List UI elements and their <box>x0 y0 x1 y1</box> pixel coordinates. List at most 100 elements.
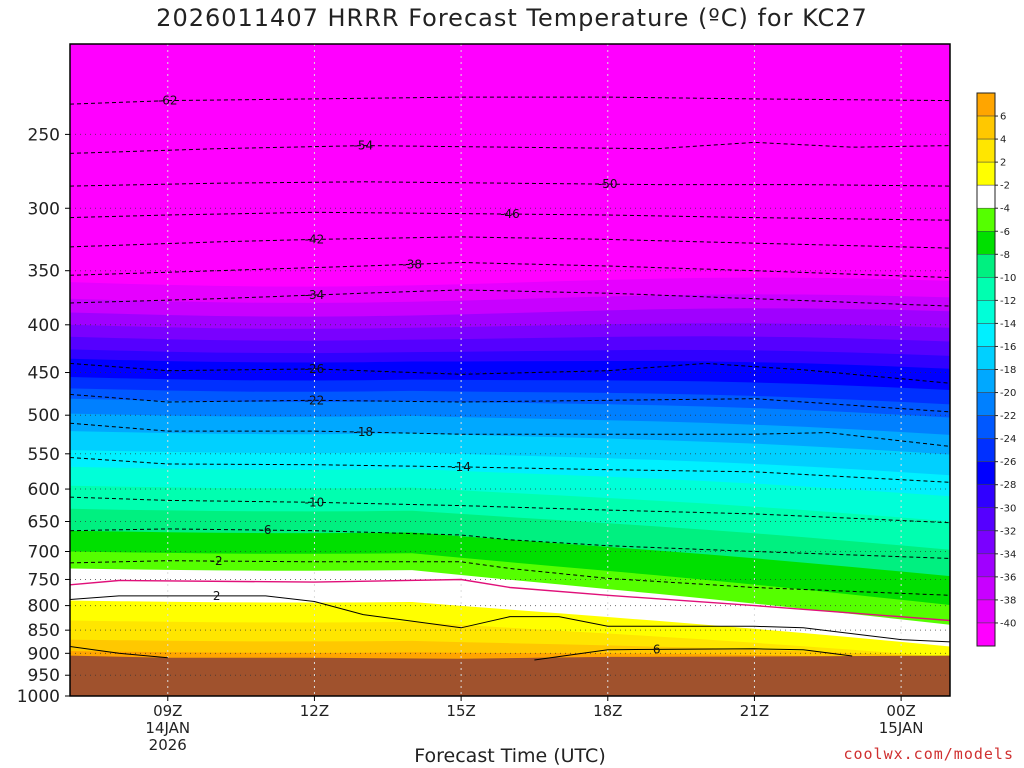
colorbar-swatch-21 <box>976 576 996 601</box>
colorbar-swatch-13 <box>976 392 996 416</box>
contour-line-9 <box>70 422 950 447</box>
colorbar-swatch-1 <box>976 115 996 140</box>
colorbar-label-17: -30 <box>1000 503 1016 514</box>
colorbar-label-19: -34 <box>1000 549 1016 560</box>
contour-line-16 <box>534 648 853 661</box>
contour-layer: -62-54-50-46-42-38-34-26-22-18-14-10-6-2… <box>70 94 950 661</box>
colorbar-label-16: -28 <box>1000 480 1016 491</box>
y-tick-label-1000: 1000 <box>17 687 60 707</box>
chart-title: 2026011407 HRRR Forecast Temperature (ºC… <box>156 4 868 32</box>
colorbar-label-0: 6 <box>1000 112 1006 123</box>
colorbar-swatch-3 <box>976 161 996 186</box>
colorbar-swatch-8 <box>976 277 996 301</box>
grid-layer <box>70 44 950 696</box>
contour-line-12 <box>70 528 950 559</box>
contour-line-13 <box>70 560 950 596</box>
colorbar-label-11: -18 <box>1000 365 1016 376</box>
contour-label-10: -14 <box>451 460 471 474</box>
contour-label-9: -18 <box>354 425 374 439</box>
contour-line-15 <box>70 646 168 659</box>
contour-label-3: -46 <box>500 207 520 221</box>
contour-line-1 <box>70 141 950 154</box>
colorbar-swatch-18 <box>976 507 996 532</box>
y-tick-label-450: 450 <box>28 364 60 384</box>
contour-label-0: -62 <box>158 94 178 108</box>
y-tick-label-750: 750 <box>28 570 60 590</box>
colorbar-swatch-17 <box>976 484 996 509</box>
contour-label-1: -54 <box>354 139 374 153</box>
colorbar-label-21: -38 <box>1000 595 1016 606</box>
x-axis-label: Forecast Time (UTC) <box>414 745 606 767</box>
y-tick-label-600: 600 <box>28 480 60 500</box>
colorbar-label-12: -20 <box>1000 388 1016 399</box>
source-credit: coolwx.com/models <box>843 745 1014 763</box>
plot-frame <box>69 43 951 697</box>
colorbar-label-8: -12 <box>1000 296 1016 307</box>
contour-label-13: -2 <box>211 554 223 568</box>
colorbar-label-20: -36 <box>1000 572 1016 583</box>
contour-line-7 <box>70 362 950 384</box>
colorbar-label-5: -6 <box>1000 227 1010 238</box>
colorbar-swatch-7 <box>976 254 996 278</box>
x-tick-label-9-1: 14JAN <box>145 719 190 737</box>
colorbar-label-7: -10 <box>1000 273 1016 284</box>
y-tick-label-250: 250 <box>28 125 60 145</box>
temperature-fill-layer <box>70 44 950 696</box>
y-axis: 250 300 350 400 450 500 550 600 650 700 750 800 850 9… <box>17 125 70 707</box>
freezing-line <box>70 578 950 622</box>
contour-label-11: -10 <box>305 495 325 509</box>
x-tick-label-21-0: 21Z <box>740 702 769 720</box>
colorbar-swatch-16 <box>976 461 996 485</box>
colorbar-label-2: 2 <box>1000 158 1006 169</box>
contour-line-14 <box>70 595 950 643</box>
colorbar-swatch-6 <box>976 231 996 255</box>
y-tick-label-800: 800 <box>28 597 60 617</box>
colorbar-swatch-20 <box>976 553 996 578</box>
colorbar-label-13: -22 <box>1000 411 1016 422</box>
contour-line-8 <box>70 393 950 413</box>
colorbar-label-14: -24 <box>1000 434 1016 445</box>
colorbar-label-18: -32 <box>1000 526 1016 537</box>
colorbar-swatch-12 <box>976 369 996 393</box>
colorbar-label-3: -2 <box>1000 181 1010 192</box>
colorbar-swatch-2 <box>976 138 996 163</box>
contour-label-7: -26 <box>305 362 325 376</box>
colorbar-label-10: -16 <box>1000 342 1016 353</box>
colorbar-swatch-10 <box>976 323 996 347</box>
colorbar-swatch-19 <box>976 530 996 555</box>
colorbar-label-22: -40 <box>1000 618 1016 629</box>
x-tick-label-9-0: 09Z <box>153 702 182 720</box>
contour-label-5: -38 <box>402 257 422 271</box>
colorbar-swatch-15 <box>976 438 996 462</box>
y-tick-label-650: 650 <box>28 512 60 532</box>
x-tick-label-24-0: 00Z <box>886 702 915 720</box>
colorbar-swatch-4 <box>976 184 996 209</box>
contour-label-8: -22 <box>305 393 325 407</box>
x-tick-label-12-0: 12Z <box>300 702 329 720</box>
contour-line-10 <box>70 457 950 483</box>
y-tick-label-550: 550 <box>28 445 60 465</box>
surface-ground <box>70 655 950 696</box>
colorbar-swatch-0 <box>976 92 996 117</box>
y-tick-label-850: 850 <box>28 621 60 641</box>
colorbar-label-4: -4 <box>1000 204 1010 215</box>
colorbar-label-9: -14 <box>1000 319 1016 330</box>
y-tick-label-900: 900 <box>28 644 60 664</box>
y-tick-label-350: 350 <box>28 262 60 282</box>
y-tick-label-500: 500 <box>28 406 60 426</box>
colorbar-label-1: 4 <box>1000 135 1006 146</box>
colorbar-swatch-23 <box>976 622 996 647</box>
x-tick-label-24-1: 15JAN <box>879 719 924 737</box>
colorbar-label-15: -26 <box>1000 457 1016 468</box>
contour-label-2: -50 <box>598 177 618 191</box>
contour-label-14: 2 <box>213 589 221 603</box>
colorbar-swatch-22 <box>976 599 996 624</box>
colorbar-swatch-11 <box>976 346 996 370</box>
colorbar-label-6: -8 <box>1000 250 1010 261</box>
contour-label-16: 6 <box>653 642 661 656</box>
colorbar-swatch-5 <box>976 207 996 232</box>
colorbar-legend: 6 4 2 -2 -4 -6 -8 -10 -12 -14 -16 -18 -20 -22 -24 -26 -2… <box>976 92 1016 647</box>
y-tick-label-700: 700 <box>28 543 60 563</box>
